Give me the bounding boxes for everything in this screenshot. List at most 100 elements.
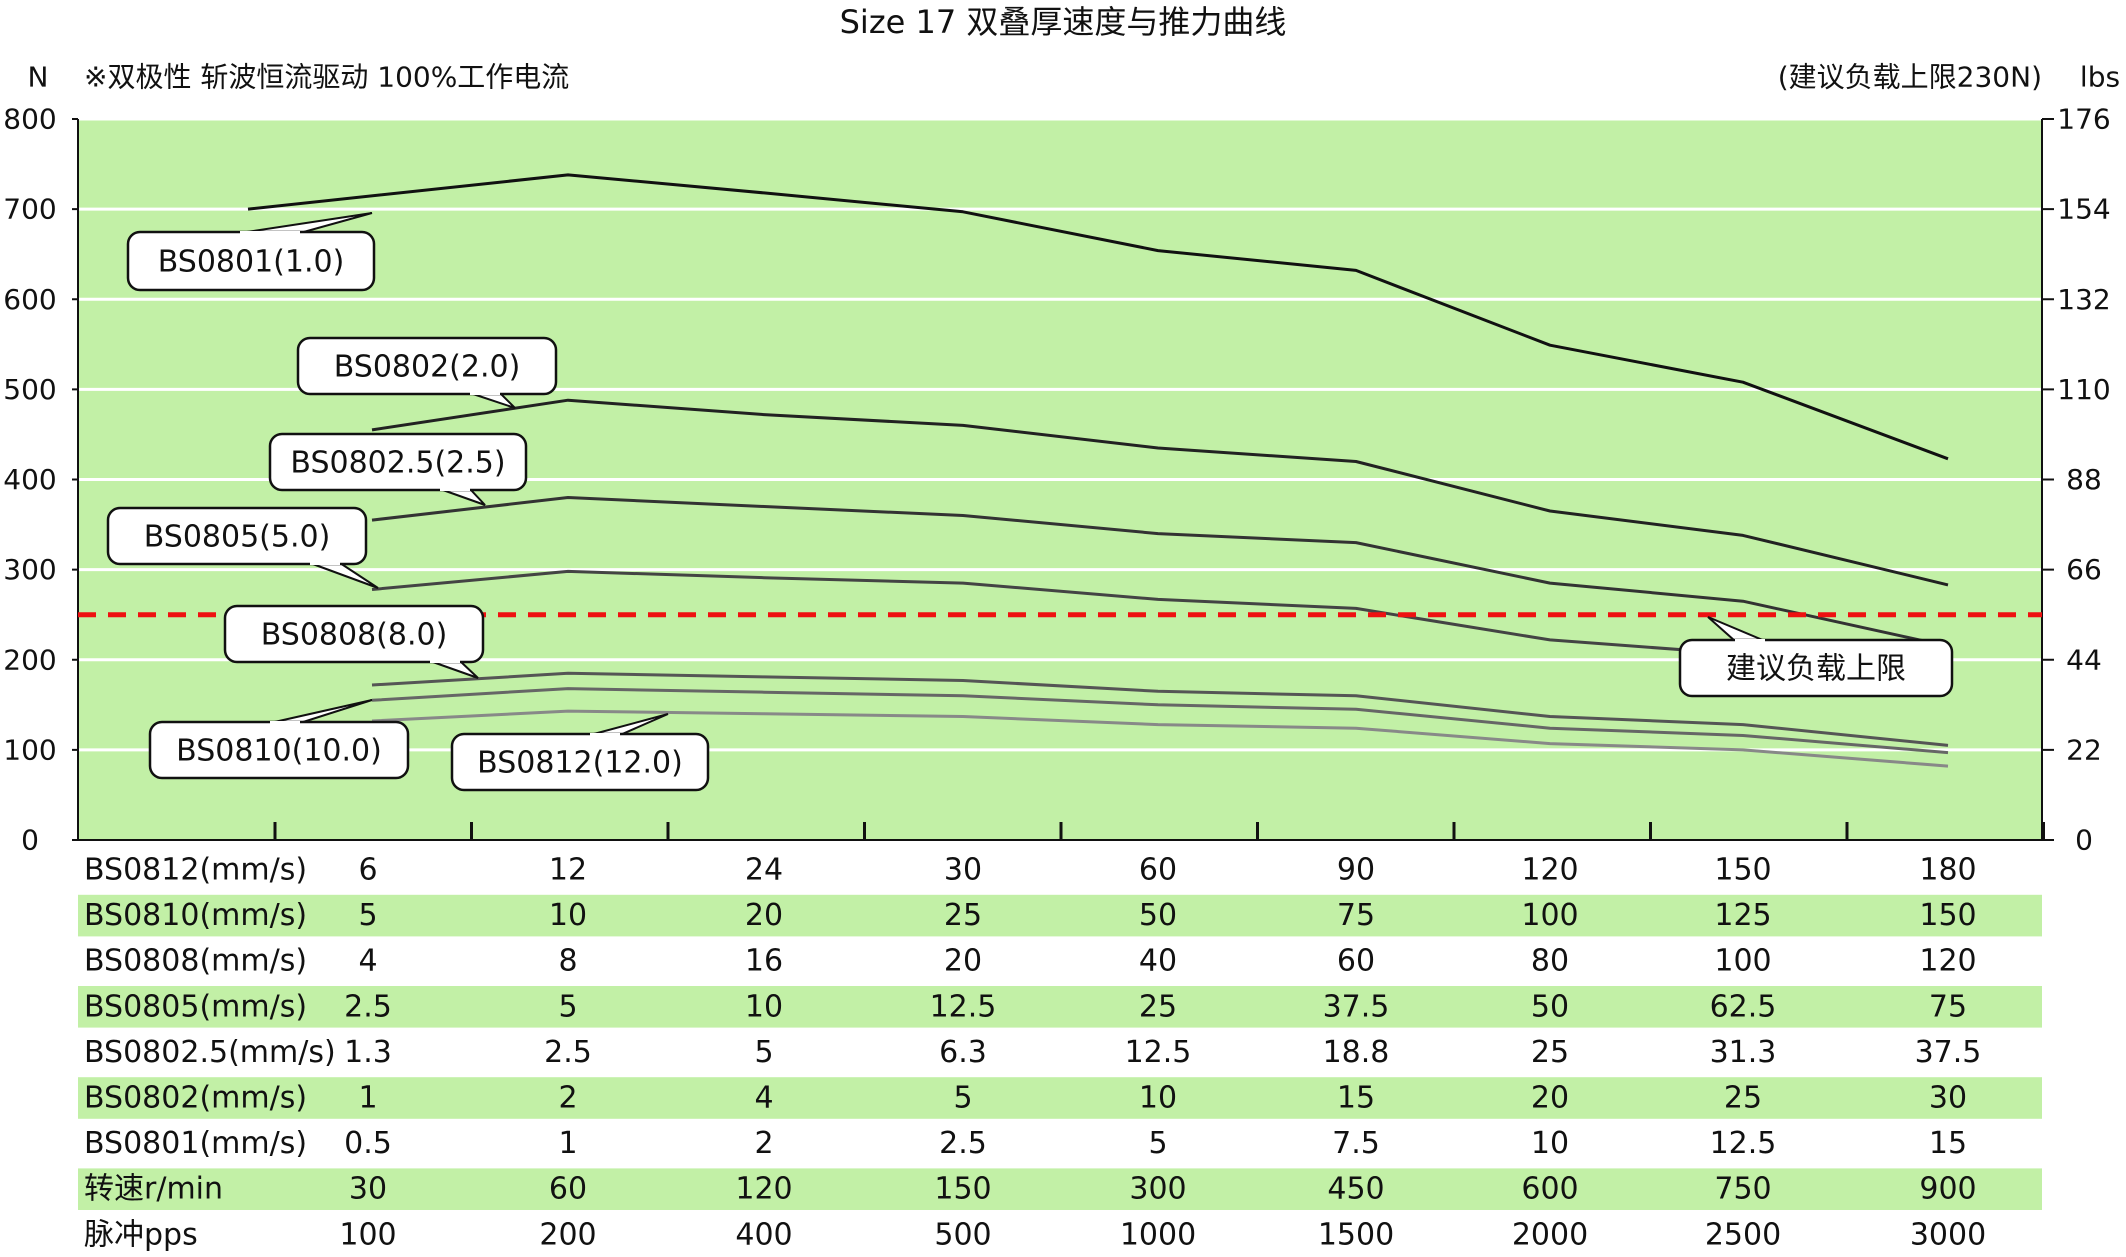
callout-limit-box [1678,638,1954,698]
table-row-label: BS0808(mm/s) [84,944,307,979]
table-cell: 30 [1929,1081,1967,1116]
table-row-label: BS0810(mm/s) [84,898,307,933]
table-row-label: BS0812(mm/s) [84,853,307,888]
table-cell: 60 [1337,944,1375,979]
table-cell: 12.5 [1710,1126,1777,1161]
table-cell: 200 [539,1217,596,1252]
table-cell: 75 [1929,989,1967,1024]
table-cell: 10 [1531,1126,1569,1161]
table-row-label: 脉冲pps [84,1217,198,1252]
table-cell: 37.5 [1323,989,1390,1024]
callout-bs0805-box [106,506,368,566]
table-cell: 80 [1531,944,1569,979]
table-cell: 20 [1531,1081,1569,1116]
table-cell: 150 [1714,853,1771,888]
table-cell: 900 [1919,1172,1976,1207]
table-cell: 1 [358,1081,377,1116]
table-cell: 500 [934,1217,991,1252]
table-cell: 25 [1531,1035,1569,1070]
y-tick-label-left: 300 [3,553,56,586]
table-row-label: BS0801(mm/s) [84,1126,307,1161]
table-cell: 8 [558,944,577,979]
series-line-BS0812(12.0) [371,709,1949,768]
table-cell: 300 [1129,1172,1186,1207]
table-cell: 0.5 [344,1126,392,1161]
table-cell: 120 [735,1172,792,1207]
table-cell: 30 [944,853,982,888]
table-cell: 10 [745,989,783,1024]
y-tick-label-right: 176 [2057,103,2110,136]
table-cell: 120 [1919,944,1976,979]
callout-bs0802-box [296,336,558,396]
table-cell: 37.5 [1915,1035,1982,1070]
table-cell: 24 [745,853,783,888]
table-cell: 750 [1714,1172,1771,1207]
table-cell: 31.3 [1710,1035,1777,1070]
table-cell: 50 [1139,898,1177,933]
table-cell: 100 [1521,898,1578,933]
callout-bs0812-box [450,732,710,792]
table-cell: 75 [1337,898,1375,933]
chart-subtitle: ※双极性 斩波恒流驱动 100%工作电流 [84,61,569,94]
y-tick-label-left: 600 [3,283,56,316]
table-cell: 5 [953,1081,972,1116]
table-cell: 150 [1919,898,1976,933]
table-row-label: 转速r/min [84,1172,223,1207]
table-cell: 5 [358,898,377,933]
table-cell: 2500 [1705,1217,1781,1252]
table-cell: 60 [1139,853,1177,888]
table-cell: 600 [1521,1172,1578,1207]
y-tick-label-right: 66 [2066,553,2102,586]
y-tick-label-left: 200 [3,643,56,676]
table-cell: 18.8 [1323,1035,1390,1070]
table-cell: 400 [735,1217,792,1252]
table-cell: 100 [339,1217,396,1252]
table-cell: 4 [754,1081,773,1116]
table-cell: 2.5 [544,1035,592,1070]
table-cell: 100 [1714,944,1771,979]
callout-bs0805-text: BS0805(5.0) [144,520,331,555]
table-cell: 150 [934,1172,991,1207]
y-tick-label-right: 110 [2057,373,2110,406]
y-tick-label-right: 154 [2057,193,2110,226]
callout-limit-text: 建议负载上限 [1726,652,1906,687]
table-cell: 10 [1139,1081,1177,1116]
callout-bs0810-text: BS0810(10.0) [176,734,382,769]
table-cell: 25 [1724,1081,1762,1116]
table-cell: 25 [1139,989,1177,1024]
series-line-BS0802.5(2.5) [371,496,1949,648]
table-row-label: BS0805(mm/s) [84,989,307,1024]
table-cell: 12.5 [930,989,997,1024]
table-cell: 5 [754,1035,773,1070]
y-tick-label-left: 100 [3,733,56,766]
callout-bs0808-box [223,604,485,664]
table-cell: 30 [349,1172,387,1207]
series-line-BS0802(2.0) [371,398,1949,587]
series-line-BS0808(8.0) [371,671,1949,747]
table-cell: 4 [358,944,377,979]
series-line-BS0801(1.0) [247,173,1949,461]
y-axis-left-unit: N [28,61,49,94]
table-cell: 5 [1148,1126,1167,1161]
table-row-band [78,894,2042,937]
table-cell: 180 [1919,853,1976,888]
callout-bs0812-text: BS0812(12.0) [477,746,683,781]
table-cell: 120 [1521,853,1578,888]
y-tick-label-left: 800 [3,103,56,136]
callout-bs08025-text: BS0802.5(2.5) [290,446,505,481]
y-tick-label-right: 22 [2066,733,2102,766]
y-tick-label-right: 44 [2066,643,2102,676]
table-cell: 2.5 [939,1126,987,1161]
table-cell: 1.3 [344,1035,392,1070]
series-line-BS0805(5.0) [371,569,1915,656]
table-row-band [78,986,2042,1028]
y-tick-label-left: 700 [3,193,56,226]
limit-note: (建议负载上限230N) [1778,61,2042,94]
table-cell: 90 [1337,853,1375,888]
table-cell: 450 [1327,1172,1384,1207]
callout-bs0801-text: BS0801(1.0) [158,245,345,280]
callout-bs0802-text: BS0802(2.0) [334,350,521,385]
table-cell: 20 [944,944,982,979]
table-cell: 60 [549,1172,587,1207]
